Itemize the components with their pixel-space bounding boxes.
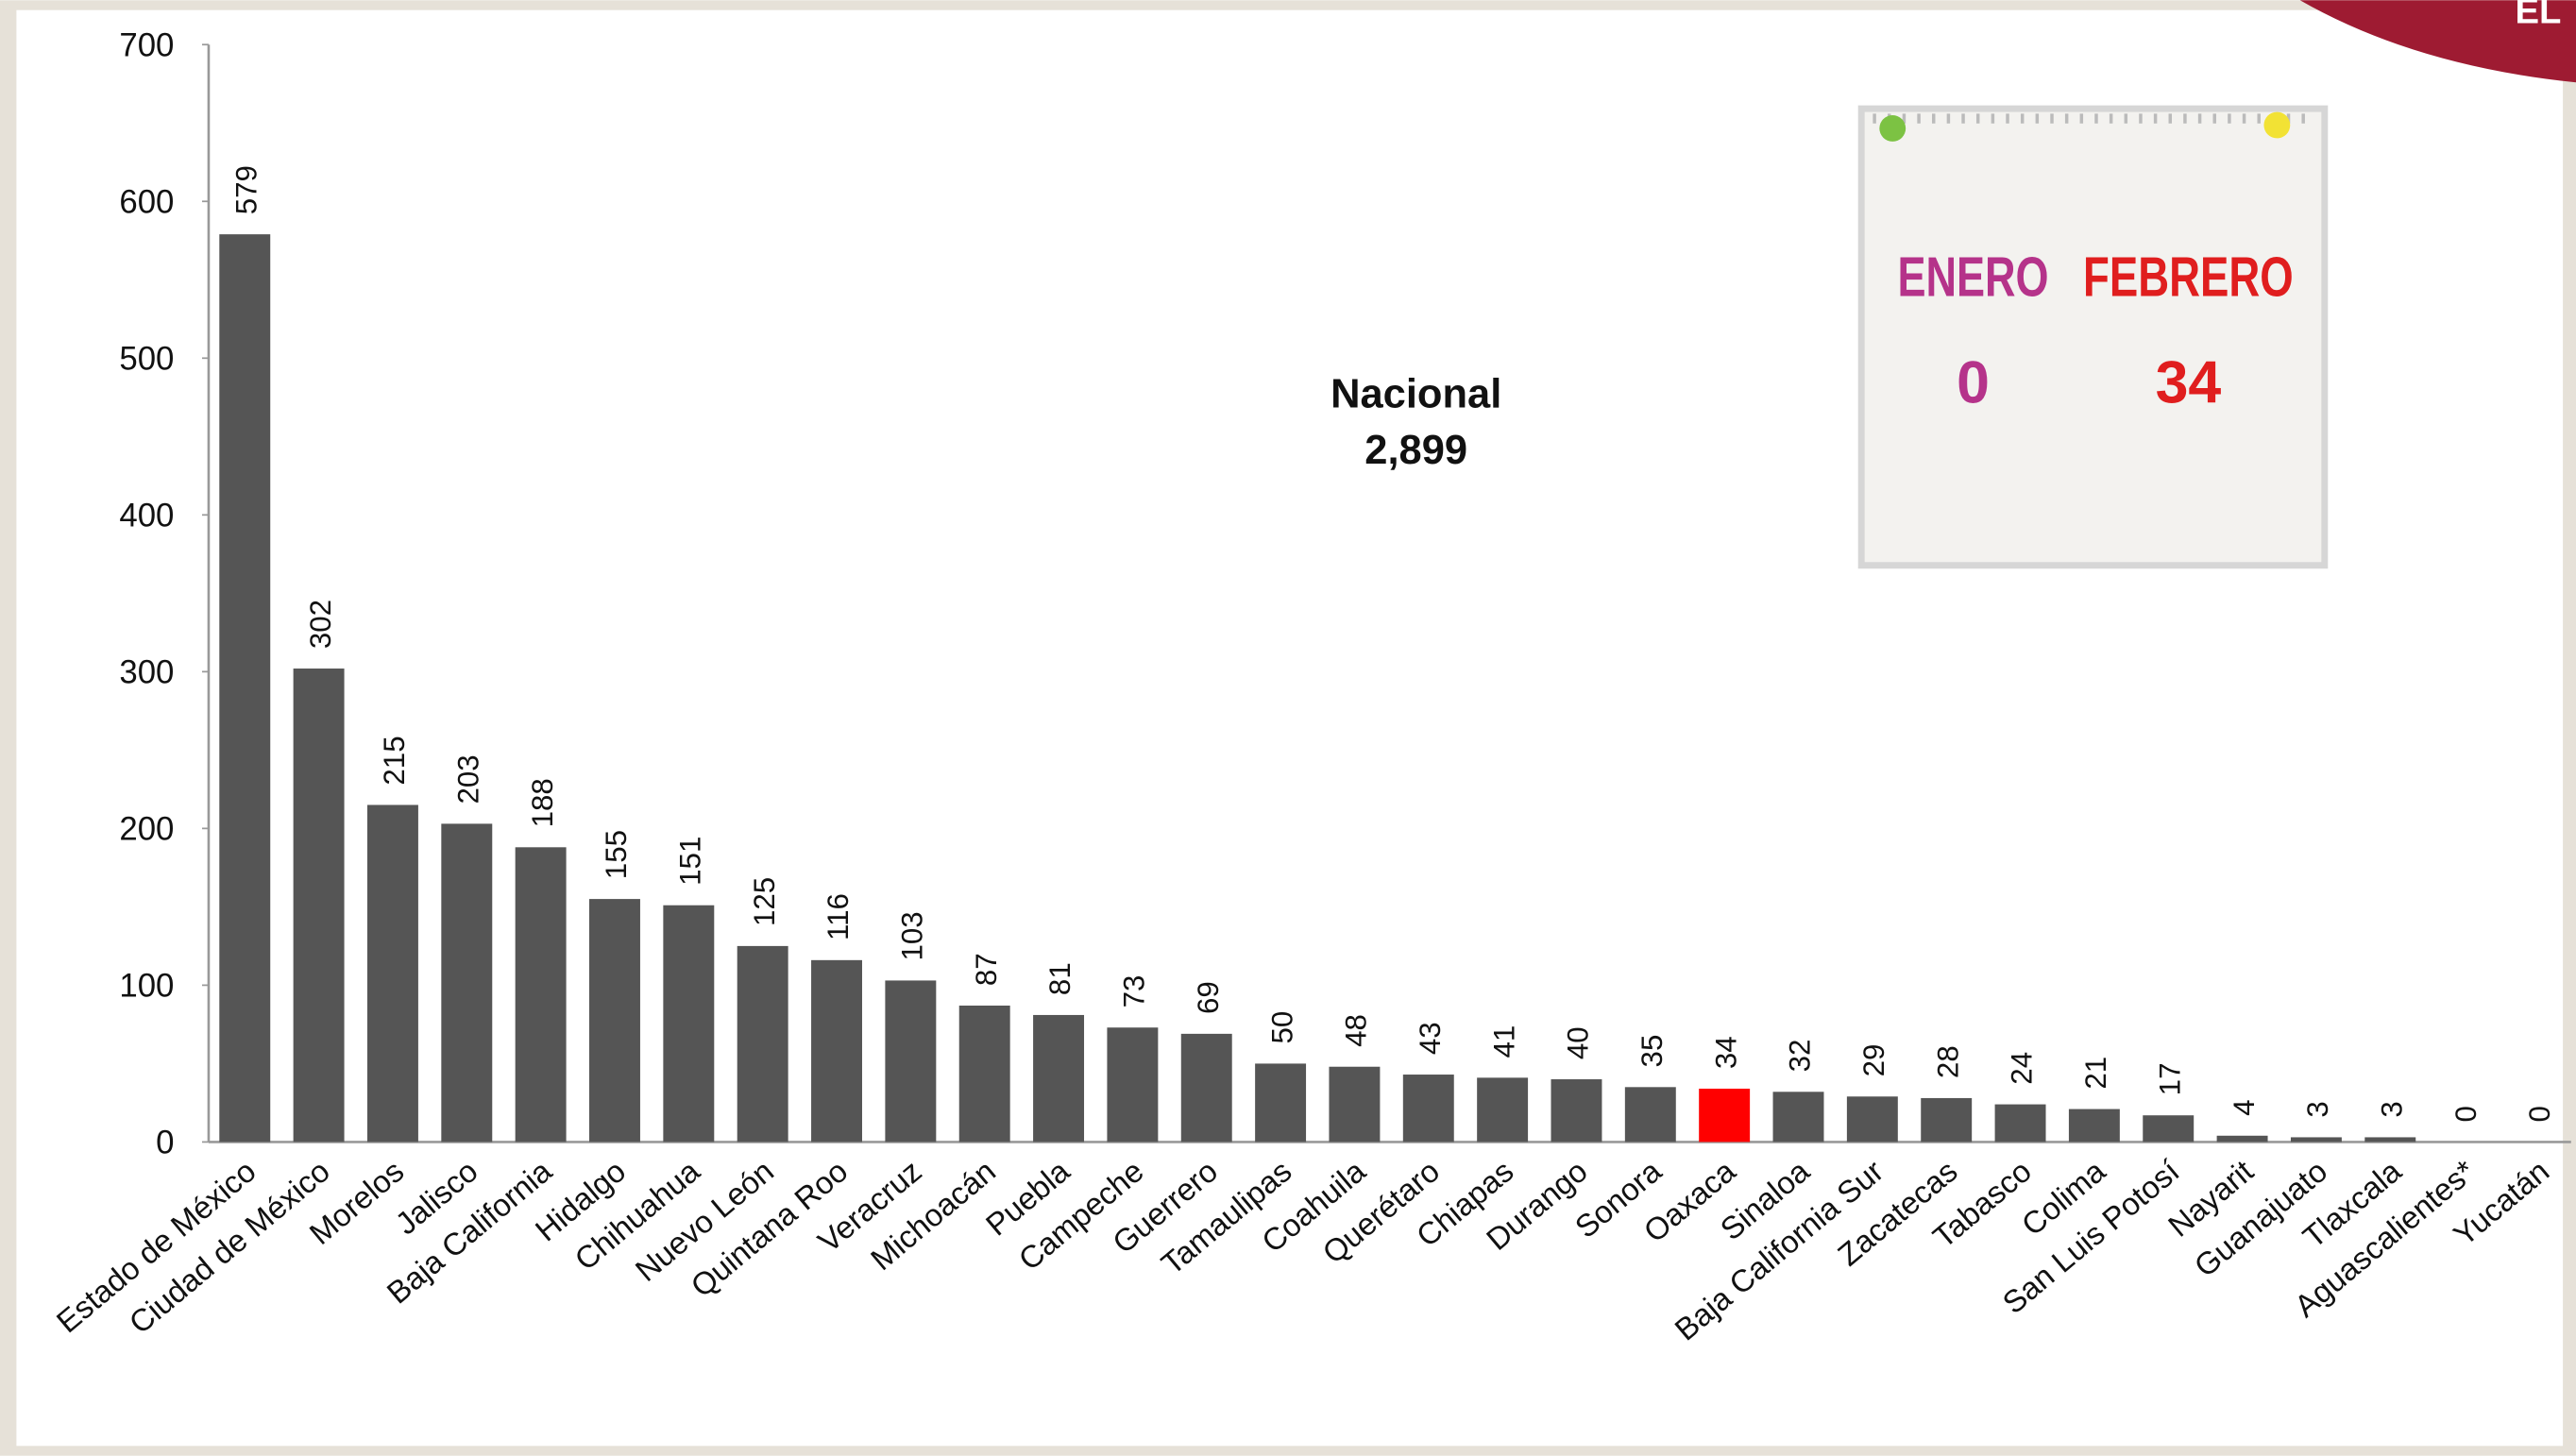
bar [1033, 1015, 1084, 1142]
y-tick-label: 200 [119, 812, 174, 848]
data-label: 41 [1487, 1025, 1520, 1058]
card [1861, 109, 2325, 566]
bar [367, 804, 418, 1142]
data-label: 35 [1635, 1035, 1669, 1068]
data-label: 0 [2449, 1106, 2483, 1122]
inset-label: ENERO [1897, 245, 2048, 308]
corner-logo: EL [2516, 0, 2562, 32]
bar [1921, 1098, 1972, 1142]
bar [1255, 1063, 1306, 1142]
data-label: 24 [2006, 1052, 2039, 1085]
y-tick-label: 600 [119, 184, 174, 220]
y-tick-label: 500 [119, 341, 174, 377]
pin [1879, 115, 1906, 142]
data-label: 155 [600, 830, 633, 879]
inset-value: 0 [1957, 350, 1990, 416]
bar [1699, 1089, 1750, 1142]
data-label: 28 [1931, 1045, 1964, 1078]
bar [885, 980, 936, 1142]
data-label: 17 [2153, 1063, 2186, 1096]
data-label: 0 [2523, 1106, 2556, 1122]
bar [2217, 1136, 2268, 1143]
data-label: 188 [526, 778, 559, 827]
inset-value: 34 [2156, 350, 2222, 416]
bar [1625, 1087, 1676, 1142]
bar [663, 906, 714, 1143]
bar [1329, 1067, 1380, 1143]
data-label: 215 [378, 736, 411, 785]
bar [294, 669, 345, 1142]
data-label: 302 [304, 600, 337, 649]
bar [441, 823, 492, 1142]
annotation-value: 2,899 [1364, 428, 1467, 473]
bar [589, 899, 640, 1142]
bar [2143, 1115, 2194, 1142]
bar [737, 946, 788, 1143]
bar [959, 1006, 1010, 1142]
annotation-label: Nacional [1330, 372, 1501, 417]
data-label: 4 [2228, 1100, 2261, 1116]
inset-label: FEBRERO [2083, 245, 2294, 308]
data-label: 48 [1340, 1014, 1373, 1047]
data-label: 103 [896, 911, 929, 960]
data-label: 579 [229, 165, 263, 214]
data-label: 43 [1414, 1022, 1447, 1055]
bar [2291, 1137, 2342, 1142]
page: EL Nacional 2,899 0100200300400500600700… [0, 0, 2576, 1456]
bar [1181, 1034, 1232, 1143]
data-label: 73 [1118, 975, 1151, 1008]
data-label: 3 [2375, 1101, 2408, 1117]
data-label: 125 [748, 877, 781, 926]
chart: EL Nacional 2,899 0100200300400500600700… [0, 0, 2576, 1456]
data-label: 34 [1709, 1036, 1742, 1069]
data-label: 32 [1784, 1040, 1817, 1073]
data-label: 29 [1857, 1044, 1890, 1077]
bar [219, 234, 270, 1142]
bar [1773, 1092, 1824, 1142]
data-label: 87 [970, 953, 1003, 986]
bar [1477, 1077, 1528, 1142]
bar [1995, 1105, 2046, 1143]
y-tick-label: 300 [119, 655, 174, 691]
bar [811, 960, 862, 1143]
data-label: 69 [1192, 981, 1225, 1014]
y-tick-label: 400 [119, 499, 174, 534]
data-label: 40 [1562, 1026, 1595, 1059]
pin [2263, 112, 2290, 139]
bar [1847, 1096, 1898, 1142]
bar [1551, 1079, 1602, 1142]
data-label: 203 [451, 754, 484, 804]
inset-card [1861, 109, 2325, 566]
data-label: 151 [674, 837, 707, 886]
data-label: 3 [2301, 1101, 2334, 1117]
y-tick-label: 0 [156, 1126, 174, 1161]
bar [2364, 1137, 2415, 1142]
bar [1107, 1027, 1158, 1142]
data-label: 21 [2079, 1057, 2112, 1090]
y-tick-label: 100 [119, 969, 174, 1005]
data-label: 50 [1265, 1011, 1298, 1044]
bar [1403, 1075, 1454, 1142]
bar [2069, 1109, 2120, 1143]
y-tick-label: 700 [119, 27, 174, 63]
bar [516, 847, 567, 1142]
data-label: 81 [1043, 962, 1076, 995]
data-label: 116 [822, 893, 855, 940]
